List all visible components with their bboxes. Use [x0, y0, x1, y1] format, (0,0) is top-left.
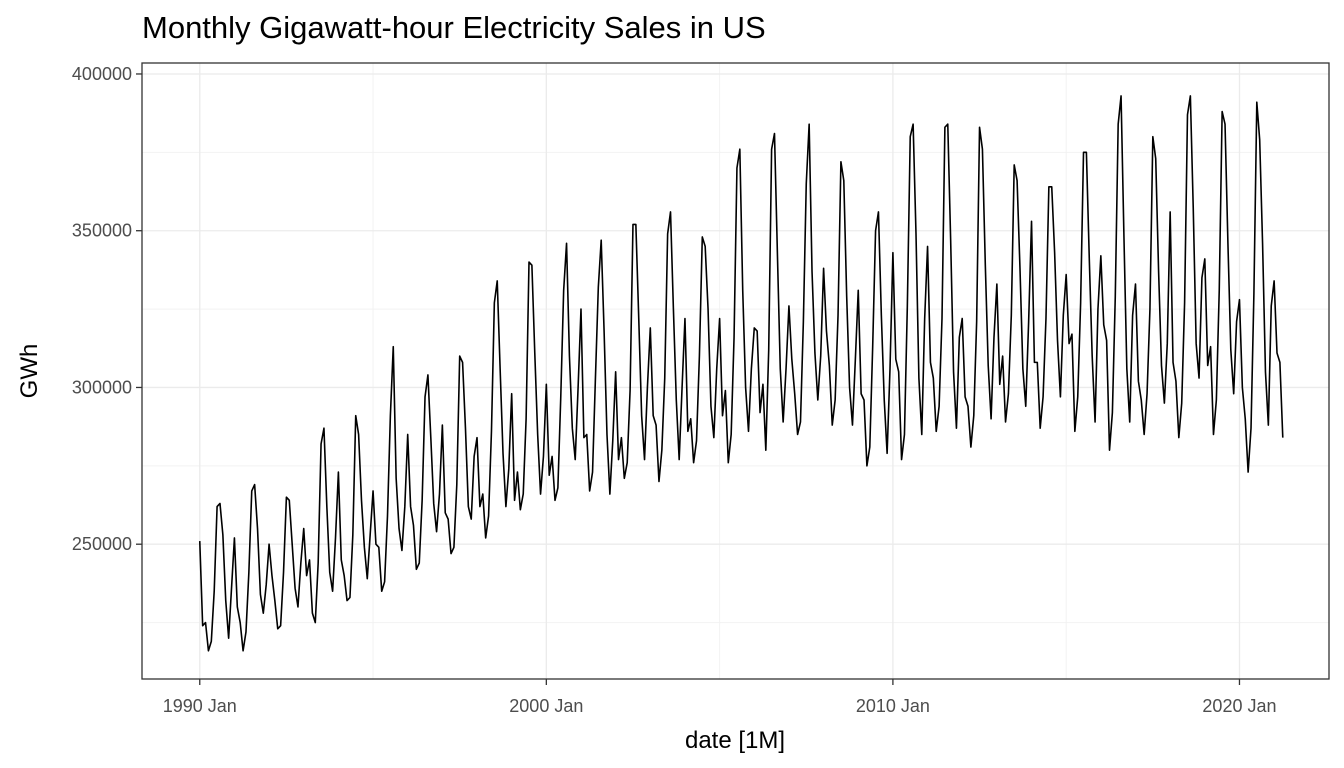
x-tick-label: 2000 Jan: [509, 696, 583, 716]
x-tick-label: 2020 Jan: [1202, 696, 1276, 716]
panel-border: [141, 62, 1330, 680]
y-tick-label: 400000: [72, 64, 132, 84]
chart-title: Monthly Gigawatt-hour Electricity Sales …: [142, 10, 766, 45]
minor-gridlines: [142, 63, 1329, 679]
x-axis: 1990 Jan 2000 Jan 2010 Jan 2020 Jan: [163, 679, 1277, 716]
x-axis-title: date [1M]: [685, 727, 785, 754]
y-axis: 250000 300000 350000 400000: [72, 64, 142, 554]
y-axis-title: GWh: [16, 344, 43, 399]
y-tick-label: 350000: [72, 221, 132, 241]
panel-background: [142, 63, 1329, 679]
y-tick-label: 250000: [72, 534, 132, 554]
x-tick-label: 2010 Jan: [856, 696, 930, 716]
series-line: [198, 95, 1284, 652]
x-tick-label: 1990 Jan: [163, 696, 237, 716]
y-tick-label: 300000: [72, 377, 132, 397]
